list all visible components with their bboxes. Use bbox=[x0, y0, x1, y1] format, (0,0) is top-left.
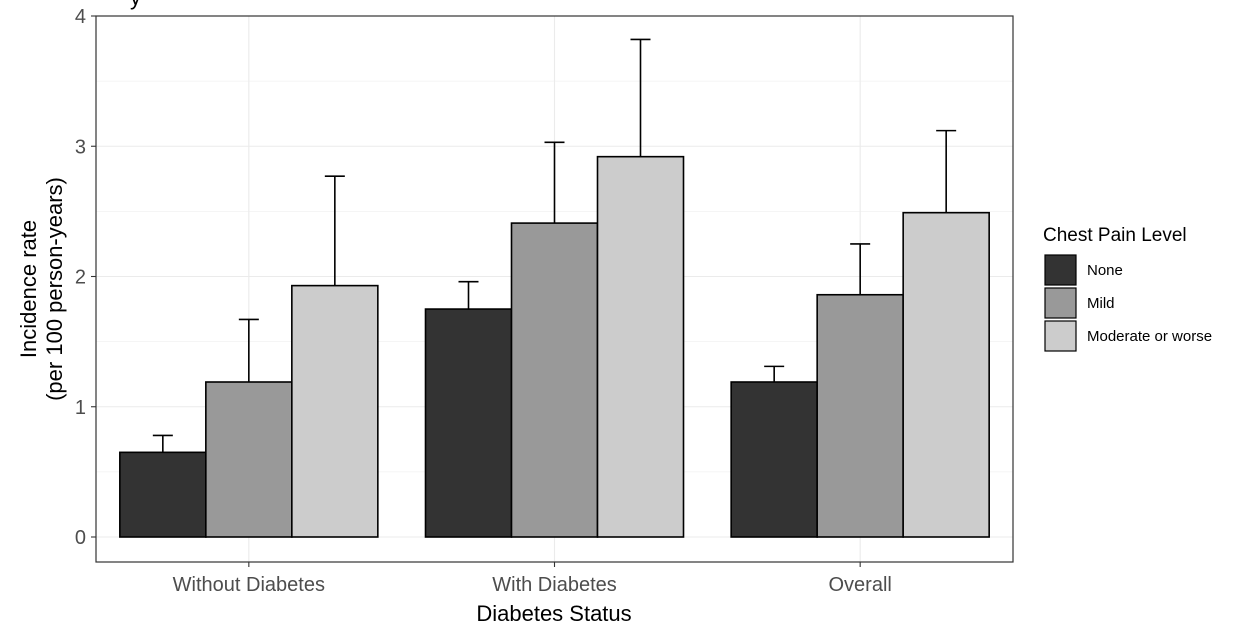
legend-label: None bbox=[1087, 262, 1123, 279]
bar bbox=[205, 381, 293, 538]
legend-key bbox=[1044, 287, 1077, 319]
bar bbox=[902, 211, 990, 538]
y-tick-label: 2 bbox=[75, 267, 86, 289]
bar bbox=[424, 308, 513, 538]
y-axis-title-line-2: (per 100 person-years) bbox=[42, 177, 67, 401]
bars bbox=[119, 155, 990, 538]
legend-label: Moderate or worse bbox=[1087, 328, 1212, 345]
y-tick-label: 3 bbox=[75, 136, 86, 158]
bar bbox=[119, 451, 207, 538]
legend-key bbox=[1044, 320, 1077, 352]
legend-title: Chest Pain Level bbox=[1043, 225, 1187, 246]
x-axis-title: Diabetes Status bbox=[476, 601, 631, 626]
bar bbox=[596, 155, 685, 538]
bar bbox=[291, 284, 379, 538]
y-axis: 0 1 2 3 4 bbox=[75, 6, 96, 549]
y-tick-label: 4 bbox=[75, 6, 86, 28]
legend-label: Mild bbox=[1087, 295, 1115, 312]
error-bars bbox=[152, 38, 957, 453]
chart-title-fragment: y bbox=[130, 0, 141, 10]
legend-key bbox=[1044, 254, 1077, 286]
y-axis-title-line-1: Incidence rate bbox=[16, 220, 41, 358]
x-tick-label: With Diabetes bbox=[492, 574, 617, 596]
y-axis-title: Incidence rate (per 100 person-years) bbox=[16, 177, 67, 401]
x-tick-label: Without Diabetes bbox=[173, 574, 325, 596]
x-axis: Without Diabetes With Diabetes Overall bbox=[173, 562, 892, 596]
bar bbox=[816, 293, 904, 538]
y-tick-label: 0 bbox=[75, 527, 86, 549]
y-tick-label: 1 bbox=[75, 397, 86, 419]
bar bbox=[730, 381, 818, 538]
x-tick-label: Overall bbox=[828, 574, 891, 596]
bar bbox=[510, 222, 599, 538]
legend: Chest Pain Level None Mild Moderate or wor… bbox=[1043, 225, 1212, 352]
